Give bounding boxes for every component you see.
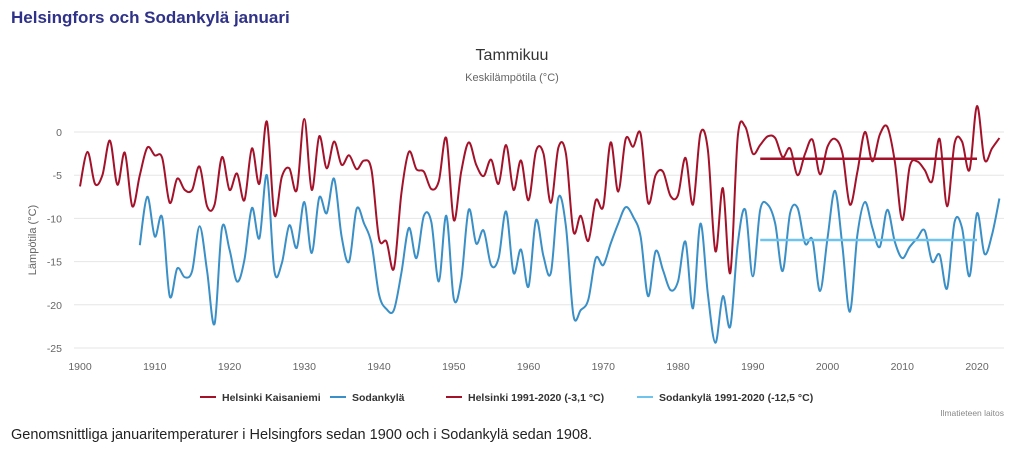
helsinki-line	[79, 105, 1001, 274]
x-axis-ticks: 1900 1910 1920 1930 1940 1950 1960 1970 1980 1990…	[68, 361, 989, 373]
x-tick-label: 1950	[442, 361, 466, 373]
y-tick-label: 0	[56, 127, 62, 139]
x-tick-label: 1980	[666, 361, 690, 373]
y-tick-label: -10	[47, 213, 62, 225]
sodankyla-line	[138, 174, 1001, 344]
x-tick-label: 1990	[741, 361, 765, 373]
y-tick-label: -15	[47, 257, 62, 269]
x-tick-label: 1920	[218, 361, 242, 373]
y-tick-label: -5	[53, 170, 62, 182]
x-tick-label: 1910	[143, 361, 167, 373]
legend-item-helsinki-normal[interactable]: Helsinki 1991-2020 (-3,1 °C)	[446, 392, 604, 404]
chart-subtitle: Keskilämpötila (°C)	[465, 72, 559, 84]
x-tick-label: 1930	[293, 361, 317, 373]
y-tick-label: -20	[47, 300, 62, 312]
legend-label: Sodankylä 1991-2020 (-12,5 °C)	[659, 392, 813, 404]
y-axis-label: Lämpötila (°C)	[27, 205, 39, 275]
plot-area	[79, 105, 1001, 344]
chart-caption: Genomsnittliga januaritemperaturer i Hel…	[11, 427, 593, 443]
gridlines	[74, 131, 1004, 349]
x-tick-label: 1970	[592, 361, 616, 373]
y-tick-label: -25	[47, 343, 62, 355]
temperature-chart: Tammikuu Keskilämpötila (°C) Lämpötila (…	[27, 47, 1004, 418]
x-tick-label: 2000	[816, 361, 840, 373]
page-heading: Helsingfors och Sodankylä januari	[11, 8, 290, 27]
legend-label: Sodankylä	[352, 392, 405, 404]
legend-item-sodankyla-normal[interactable]: Sodankylä 1991-2020 (-12,5 °C)	[637, 392, 813, 404]
legend-item-helsinki[interactable]: Helsinki Kaisaniemi	[200, 392, 321, 404]
x-tick-label: 1940	[367, 361, 391, 373]
x-tick-label: 1960	[517, 361, 541, 373]
legend-item-sodankyla[interactable]: Sodankylä	[330, 392, 405, 404]
x-tick-label: 1900	[68, 361, 92, 373]
chart-container: Tammikuu Keskilämpötila (°C) Lämpötila (…	[0, 35, 1024, 420]
x-tick-label: 2010	[891, 361, 915, 373]
chart-title: Tammikuu	[476, 47, 549, 64]
chart-credit: Ilmatieteen laitos	[940, 408, 1004, 418]
legend-label: Helsinki 1991-2020 (-3,1 °C)	[468, 392, 604, 404]
legend-label: Helsinki Kaisaniemi	[222, 392, 321, 404]
x-tick-label: 2020	[965, 361, 989, 373]
y-axis-ticks: 0 -5 -10 -15 -20 -25	[47, 127, 62, 355]
legend: Helsinki Kaisaniemi Sodankylä Helsinki 199…	[200, 392, 813, 404]
